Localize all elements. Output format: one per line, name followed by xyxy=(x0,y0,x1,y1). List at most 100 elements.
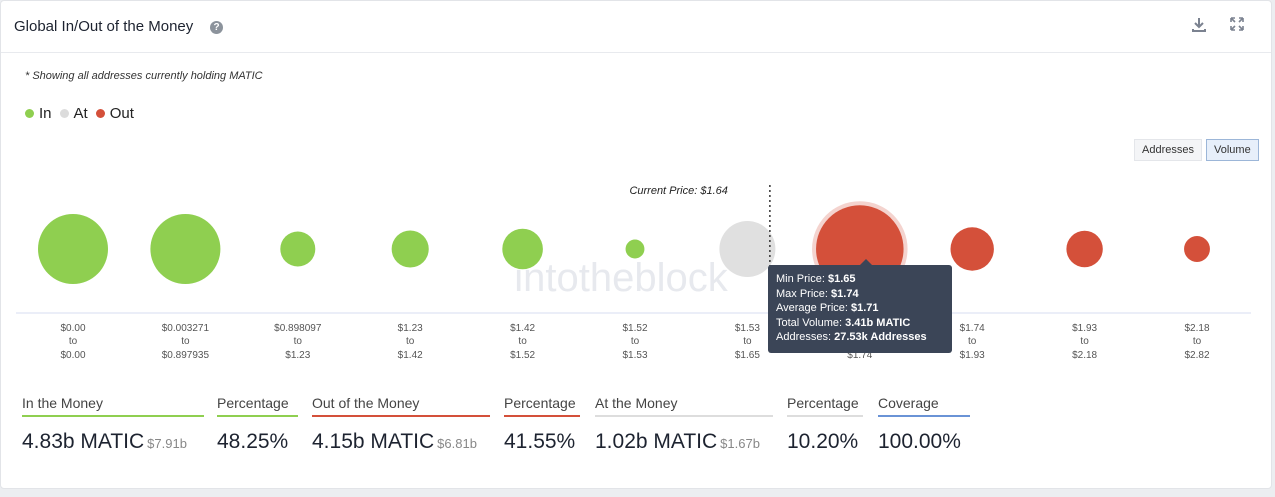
legend-label-out: Out xyxy=(109,105,134,122)
stat-label: Percentage xyxy=(504,395,580,417)
tooltip-min-label: Min Price: xyxy=(776,273,825,285)
tick-label-from: $0.003271 xyxy=(162,323,210,334)
card-header: Global In/Out of the Money ? xyxy=(1,1,1271,53)
tick-label-to: $0.897935 xyxy=(162,350,210,361)
tick-label-from: $1.74 xyxy=(960,323,985,334)
tick-label-to-word: to xyxy=(69,336,78,347)
tick-label-to: $1.42 xyxy=(398,350,423,361)
legend-dot-out xyxy=(95,109,105,118)
stat-label: Percentage xyxy=(217,395,298,417)
tick-label-to: $1.23 xyxy=(285,350,310,361)
tooltip-addr-row: Addresses: 27.53k Addresses xyxy=(776,330,944,345)
legend-item-out[interactable]: Out xyxy=(95,105,134,122)
legend-item-at[interactable]: At xyxy=(59,105,88,122)
iomap-bubble-chart: intotheblock $0.00 to $0.00 $0.003271 to $0.89… xyxy=(16,185,1251,361)
bubble-in xyxy=(38,214,108,284)
tooltip-max-label: Max Price: xyxy=(776,287,828,300)
bubble-in xyxy=(150,214,221,284)
watermark-text: intotheblock xyxy=(514,256,728,300)
tick-label-to: $1.53 xyxy=(622,350,647,361)
stat-value: 1.02b MATIC $1.67b xyxy=(595,430,773,454)
stat-main-value: 1.02b MATIC xyxy=(595,430,718,453)
tick-label-to-word: to xyxy=(968,336,977,347)
bubble-out xyxy=(950,227,994,271)
bubble-in xyxy=(391,230,429,268)
tooltip-avg-row: Average Price: $1.71 xyxy=(776,301,944,316)
stat-in-percentage: Percentage 48.25% xyxy=(217,395,298,454)
tick-label-from: $1.93 xyxy=(1072,323,1097,334)
stat-value: 4.83b MATIC $7.91b xyxy=(22,430,204,454)
stat-out-of-the-money: Out of the Money 4.15b MATIC $6.81b xyxy=(312,395,490,454)
stat-usd-value: $1.67b xyxy=(720,436,760,451)
legend-label-at: At xyxy=(73,105,88,122)
stat-value: 4.15b MATIC $6.81b xyxy=(312,430,490,454)
stat-at-the-money: At the Money 1.02b MATIC $1.67b xyxy=(595,395,773,454)
stat-out-percentage: Percentage 41.55% xyxy=(504,395,580,454)
tick-label-from: $2.18 xyxy=(1184,323,1209,334)
stat-value: 48.25% xyxy=(217,430,289,453)
bubble-out xyxy=(1184,236,1210,262)
tick-label-to-word: to xyxy=(1193,336,1202,347)
tick-label-from: $1.52 xyxy=(622,323,647,334)
download-icon[interactable] xyxy=(1189,16,1209,36)
bubble-tooltip: Min Price: $1.65 Max Price: $1.74 Averag… xyxy=(768,259,952,353)
tooltip-min-row: Min Price: $1.65 xyxy=(776,272,944,287)
tick-label-to-word: to xyxy=(294,336,303,347)
tick-label-to: $1.74 xyxy=(847,350,872,361)
addresses-toggle[interactable]: Addresses xyxy=(1134,139,1202,161)
tick-label-to-word: to xyxy=(1080,336,1089,347)
tooltip-avg-label: Average Price: xyxy=(776,302,848,314)
bubble-at xyxy=(719,221,776,277)
tick-label-to-word: to xyxy=(518,336,527,347)
tooltip-addr-label: Addresses: xyxy=(776,331,832,343)
stat-label: In the Money xyxy=(22,395,204,417)
legend-dot-in xyxy=(25,109,34,118)
stat-value: 100.00% xyxy=(878,430,961,453)
current-price-label: Current Price: $1.64 xyxy=(629,185,727,197)
stat-label: Percentage xyxy=(787,395,863,417)
tick-label-to-word: to xyxy=(743,336,752,347)
tick-label-from: $0.898097 xyxy=(274,323,322,334)
tooltip-addr-value: 27.53k Addresses xyxy=(834,331,927,343)
tooltip-vol-value: 3.41b MATIC xyxy=(845,316,911,329)
legend-label-in: In xyxy=(39,105,52,122)
bubble-in xyxy=(625,239,645,259)
volume-toggle[interactable]: Volume xyxy=(1206,139,1259,161)
tick-label-from: $1.42 xyxy=(510,323,535,334)
legend-item-in[interactable]: In xyxy=(25,105,52,122)
tick-label-to-word: to xyxy=(406,336,415,347)
help-icon[interactable]: ? xyxy=(210,21,223,34)
tick-label-from: $0.00 xyxy=(60,323,85,334)
stat-value: 10.20% xyxy=(787,430,859,453)
stat-coverage: Coverage 100.00% xyxy=(878,395,970,454)
stat-at-percentage: Percentage 10.20% xyxy=(787,395,863,454)
stat-usd-value: $7.91b xyxy=(147,436,187,451)
holding-note: * Showing all addresses currently holdin… xyxy=(25,70,263,82)
tick-label-to: $1.52 xyxy=(510,350,535,361)
tick-label-from: $1.23 xyxy=(398,323,423,334)
tooltip-avg-value: $1.71 xyxy=(851,302,879,314)
stat-label: At the Money xyxy=(595,395,773,417)
expand-icon[interactable] xyxy=(1227,16,1247,36)
bubble-in xyxy=(280,231,316,267)
tick-label-to: $2.18 xyxy=(1072,350,1097,361)
bubble-out xyxy=(1066,230,1103,268)
tick-label-to-word: to xyxy=(631,336,640,347)
tooltip-min-value: $1.65 xyxy=(827,273,856,285)
legend-dot-at xyxy=(59,109,69,118)
tooltip-max-row: Max Price: $1.74 xyxy=(776,287,944,302)
stat-value: 41.55% xyxy=(504,430,576,453)
legend: In At Out xyxy=(25,105,142,122)
tick-label-from: $1.53 xyxy=(735,323,760,334)
stat-in-the-money: In the Money 4.83b MATIC $7.91b xyxy=(22,395,204,454)
stat-usd-value: $6.81b xyxy=(437,436,477,451)
tick-label-to-word: to xyxy=(181,336,190,347)
tooltip-vol-row: Total Volume: 3.41b MATIC xyxy=(776,316,944,331)
card-title: Global In/Out of the Money xyxy=(14,18,194,35)
tick-label-to: $0.00 xyxy=(60,350,85,361)
stat-label: Out of the Money xyxy=(312,395,490,417)
stat-label: Coverage xyxy=(878,395,970,417)
tooltip-max-value: $1.74 xyxy=(831,287,859,300)
stat-main-value: 4.15b MATIC xyxy=(312,430,435,453)
